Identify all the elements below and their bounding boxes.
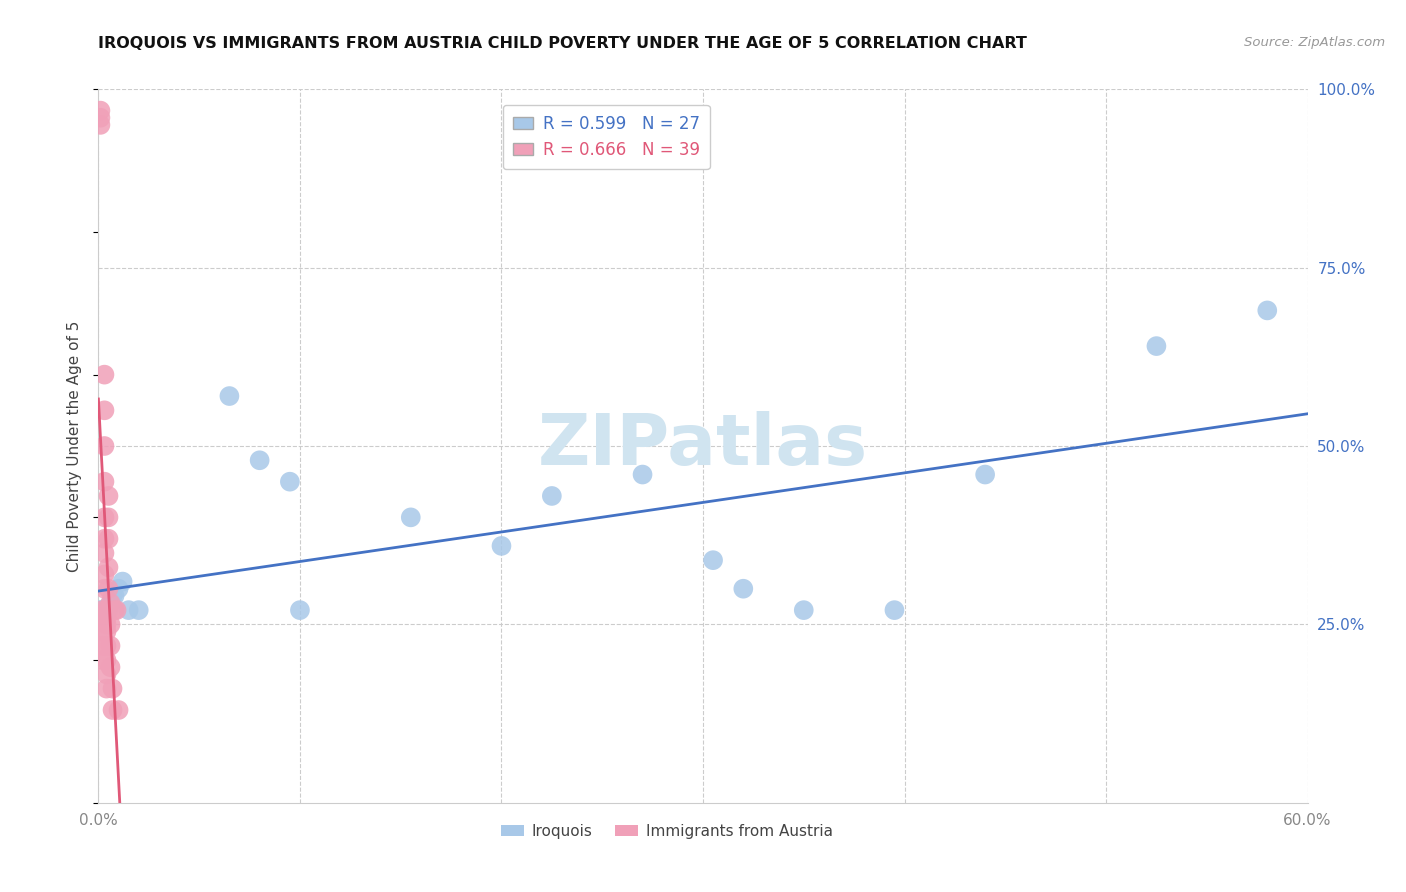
Point xyxy=(96,624,118,639)
Point xyxy=(96,610,118,624)
Point xyxy=(96,681,118,696)
Point xyxy=(93,603,115,617)
Point xyxy=(91,603,114,617)
Point xyxy=(96,617,118,632)
Point xyxy=(100,617,122,632)
Point xyxy=(128,603,150,617)
Point xyxy=(96,603,118,617)
Point xyxy=(118,603,141,617)
Point xyxy=(249,453,271,467)
Text: Source: ZipAtlas.com: Source: ZipAtlas.com xyxy=(1244,36,1385,49)
Point xyxy=(103,589,125,603)
Point xyxy=(103,603,125,617)
Point xyxy=(399,510,422,524)
Point xyxy=(111,574,134,589)
Point xyxy=(93,582,115,596)
Point xyxy=(491,539,513,553)
Point xyxy=(101,589,124,603)
Text: ZIPatlas: ZIPatlas xyxy=(538,411,868,481)
Point xyxy=(97,560,120,574)
Point xyxy=(97,603,120,617)
Point xyxy=(91,624,114,639)
Point xyxy=(93,475,115,489)
Point xyxy=(100,596,122,610)
Point xyxy=(288,603,311,617)
Point xyxy=(101,681,124,696)
Point xyxy=(96,653,118,667)
Point xyxy=(105,603,128,617)
Point xyxy=(97,489,120,503)
Point xyxy=(89,118,111,132)
Legend: Iroquois, Immigrants from Austria: Iroquois, Immigrants from Austria xyxy=(495,818,839,845)
Point xyxy=(631,467,654,482)
Point xyxy=(974,467,997,482)
Point xyxy=(540,489,562,503)
Point xyxy=(93,546,115,560)
Point xyxy=(89,103,111,118)
Point xyxy=(91,639,114,653)
Point xyxy=(107,703,129,717)
Point xyxy=(107,582,129,596)
Point xyxy=(91,610,114,624)
Point xyxy=(97,510,120,524)
Point xyxy=(93,510,115,524)
Point xyxy=(793,603,815,617)
Point xyxy=(1256,303,1278,318)
Point xyxy=(89,603,111,617)
Point xyxy=(100,660,122,674)
Point xyxy=(97,582,120,596)
Point xyxy=(96,603,118,617)
Point xyxy=(89,111,111,125)
Text: IROQUOIS VS IMMIGRANTS FROM AUSTRIA CHILD POVERTY UNDER THE AGE OF 5 CORRELATION: IROQUOIS VS IMMIGRANTS FROM AUSTRIA CHIL… xyxy=(98,36,1028,51)
Point xyxy=(96,667,118,681)
Point xyxy=(93,567,115,582)
Point xyxy=(91,603,114,617)
Point xyxy=(97,532,120,546)
Point xyxy=(733,582,755,596)
Point xyxy=(1146,339,1168,353)
Point xyxy=(883,603,905,617)
Point xyxy=(93,368,115,382)
Point xyxy=(218,389,240,403)
Point xyxy=(93,532,115,546)
Point xyxy=(101,703,124,717)
Point xyxy=(96,639,118,653)
Point xyxy=(278,475,301,489)
Point xyxy=(100,639,122,653)
Y-axis label: Child Poverty Under the Age of 5: Child Poverty Under the Age of 5 xyxy=(67,320,83,572)
Point xyxy=(93,403,115,417)
Point xyxy=(702,553,724,567)
Point xyxy=(93,439,115,453)
Point xyxy=(100,596,122,610)
Point xyxy=(91,653,114,667)
